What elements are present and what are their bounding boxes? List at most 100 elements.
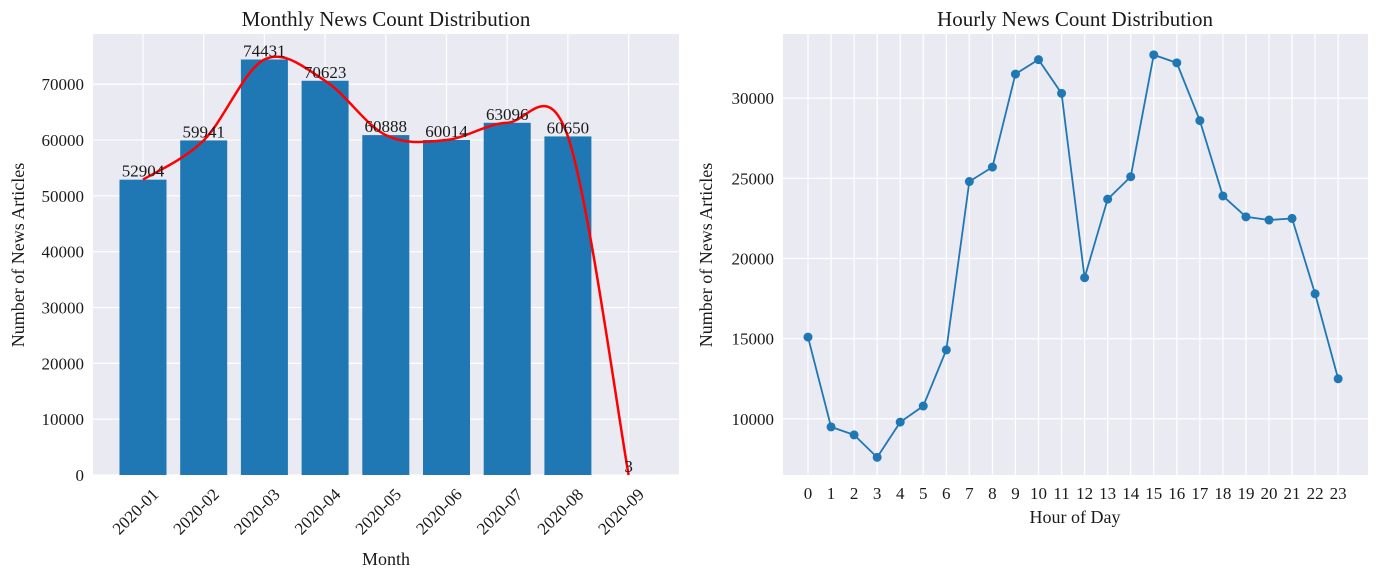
monthly-x-tick-label: 2020-08 [534,485,588,539]
monthly-trend-curve [142,55,630,476]
monthly-x-tick-label: 2020-03 [230,485,284,539]
hourly-x-tick-label: 22 [1307,484,1324,503]
hourly-x-tick-label: 9 [1011,484,1020,503]
hourly-x-tick-label: 6 [942,484,951,503]
monthly-y-tick-label: 20000 [42,354,85,373]
monthly-bar [240,59,288,475]
hourly-x-tick-label: 19 [1237,484,1254,503]
monthly-x-tick-label: 2020-01 [109,485,163,539]
monthly-y-tick-label: 10000 [42,410,85,429]
monthly-y-tick-label: 50000 [42,187,85,206]
hourly-y-tick-label: 20000 [732,250,775,269]
hourly-x-tick-label: 18 [1214,484,1231,503]
hourly-x-ticks: 0 1 2 3 4 5 6 7 8 9 10 11 12 13 14 15 16 17 18 19 20 21 22 23 [804,484,1347,503]
monthly-data-label: 52904 [122,162,165,181]
hourly-x-tick-label: 15 [1145,484,1162,503]
hourly-point [1010,69,1020,79]
hourly-point [1310,289,1320,299]
hourly-x-tick-label: 11 [1053,484,1069,503]
monthly-chart-title: Monthly News Count Distribution [242,7,531,31]
hourly-points [803,50,1343,462]
hourly-y-tick-label: 10000 [732,410,775,429]
monthly-bar [423,139,470,475]
hourly-point [1034,55,1043,65]
monthly-data-label: 59941 [182,122,225,141]
hourly-point [1333,374,1343,384]
hourly-x-tick-label: 23 [1330,484,1347,503]
monthly-data-label: 3 [624,457,633,476]
hourly-x-tick-label: 3 [873,484,882,503]
hourly-point [1149,50,1159,60]
hourly-chart-title: Hourly News Count Distribution [937,7,1213,31]
hourly-point [1287,213,1297,223]
hourly-y-tick-label: 30000 [732,89,775,108]
monthly-data-label: 63096 [486,105,529,124]
monthly-y-tick-label: 40000 [42,243,85,262]
hourly-point [918,401,928,411]
hourly-y-ticks: 10000 15000 20000 25000 30000 [732,89,775,429]
hourly-point [1218,191,1228,201]
hourly-point [964,177,974,187]
monthly-data-label: 74431 [243,42,286,61]
hourly-point [826,422,836,432]
monthly-y-ticks: 0 10000 20000 30000 40000 50000 60000 70000 [42,75,85,485]
hourly-x-tick-label: 12 [1076,484,1093,503]
monthly-x-tick-label: 2020-09 [594,485,648,539]
monthly-x-ticks: 2020-01 2020-02 2020-03 2020-04 2020-05 2020-… [109,485,648,539]
hourly-point [1057,88,1067,98]
hourly-x-tick-label: 21 [1284,484,1301,503]
monthly-data-label: 60014 [425,122,468,141]
hourly-point [1126,172,1136,182]
hourly-x-tick-label: 13 [1099,484,1116,503]
hourly-x-tick-label: 16 [1168,484,1185,503]
monthly-x-tick-label: 2020-04 [291,485,345,539]
hourly-x-tick-label: 17 [1191,484,1209,503]
monthly-bar [119,179,167,475]
monthly-x-tick-label: 2020-07 [473,485,527,539]
hourly-point [849,430,859,440]
monthly-y-tick-label: 0 [76,466,85,485]
hourly-x-tick-label: 10 [1030,484,1047,503]
monthly-x-axis-label: Month [362,549,410,569]
monthly-bar [544,136,592,475]
hourly-x-tick-label: 5 [919,484,928,503]
hourly-y-axis-label: Number of News Articles [696,163,716,347]
hourly-point [1264,215,1274,225]
hourly-x-tick-label: 1 [827,484,836,503]
monthly-chart: 52904 59941 74431 70623 60888 60014 63096 60650… [8,7,679,569]
monthly-bar [483,122,531,476]
hourly-x-tick-label: 2 [850,484,859,503]
hourly-x-tick-label: 4 [896,484,905,503]
monthly-y-tick-label: 30000 [42,299,85,318]
monthly-x-tick-label: 2020-05 [352,485,406,539]
monthly-y-tick-label: 70000 [42,75,85,94]
hourly-point [872,452,882,462]
hourly-point [1103,194,1113,204]
hourly-y-tick-label: 25000 [732,169,775,188]
monthly-y-axis-label: Number of News Articles [8,163,28,347]
hourly-point [1172,58,1182,68]
monthly-data-label: 60888 [365,117,408,136]
hourly-point [987,162,997,172]
monthly-bar [180,140,228,475]
hourly-x-axis-label: Hour of Day [1030,507,1121,527]
monthly-data-label: 70623 [304,63,347,82]
hourly-point [1241,212,1251,222]
hourly-x-tick-label: 0 [804,484,813,503]
hourly-point [1080,273,1090,283]
hourly-point [895,417,905,427]
hourly-x-tick-label: 8 [988,484,997,503]
monthly-x-tick-label: 2020-02 [170,485,224,539]
monthly-data-label: 60650 [547,118,590,137]
hourly-plot-area [783,34,1368,475]
monthly-bar [301,80,349,475]
hourly-x-tick-label: 14 [1122,484,1140,503]
hourly-point [941,345,951,355]
monthly-data-labels: 52904 59941 74431 70623 60888 60014 63096 60650… [122,42,633,476]
hourly-x-tick-label: 20 [1261,484,1278,503]
monthly-y-tick-label: 60000 [42,131,85,150]
hourly-point [1195,116,1205,126]
monthly-bars [119,59,653,476]
